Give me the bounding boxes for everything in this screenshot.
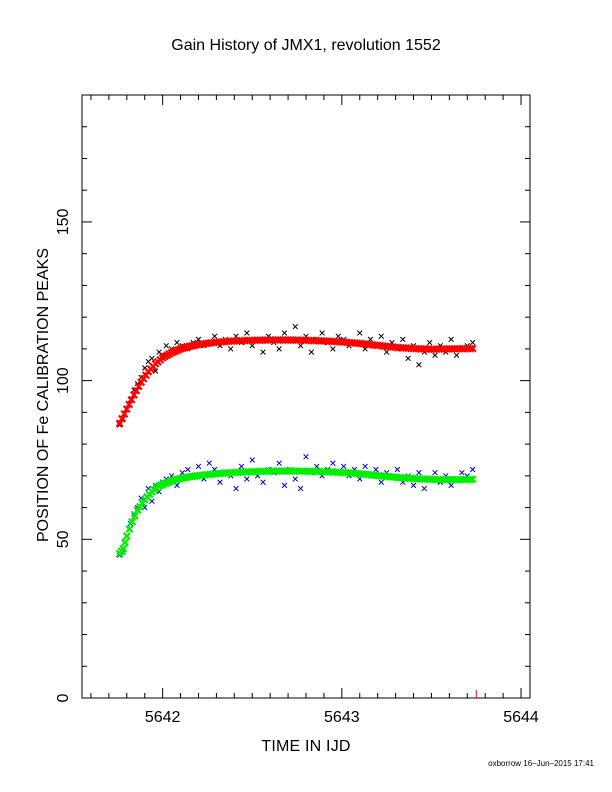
data-point [260, 479, 266, 485]
data-point [184, 466, 191, 473]
data-point [459, 469, 465, 476]
data-point [469, 466, 476, 473]
data-point [292, 476, 299, 482]
y-tick-label: 100 [55, 367, 72, 394]
data-point [149, 355, 155, 362]
series-1 [115, 336, 477, 428]
data-point [281, 482, 288, 489]
chart-axes [81, 94, 531, 699]
y-tick-label: 0 [55, 693, 72, 702]
data-point [249, 342, 255, 349]
data-point [174, 339, 180, 346]
data-point [128, 517, 137, 526]
chart-ticks: 5642 5643 5644 0 50 100 150 [55, 94, 539, 726]
data-point [118, 414, 126, 423]
data-point [217, 479, 223, 485]
data-point [152, 368, 159, 374]
data-point [466, 344, 475, 353]
data-point [357, 330, 363, 336]
plot-frame [81, 94, 531, 699]
data-point [378, 333, 385, 339]
data-point [468, 475, 477, 484]
data-point [405, 355, 411, 362]
data-point [297, 485, 304, 492]
data-point [453, 352, 460, 358]
data-point [244, 330, 250, 336]
data-point [416, 469, 422, 476]
data-point [330, 460, 336, 466]
data-point [448, 336, 454, 343]
data-point [195, 463, 202, 470]
data-point [378, 479, 385, 485]
data-point [303, 454, 309, 460]
data-point [400, 336, 406, 343]
data-point [163, 342, 169, 349]
data-point [432, 352, 438, 358]
data-point [276, 346, 282, 352]
data-point [410, 482, 417, 489]
data-point [122, 532, 131, 541]
chart-series [115, 323, 477, 558]
data-point [292, 323, 299, 330]
data-point [466, 475, 475, 484]
data-point [426, 339, 433, 346]
data-point [227, 346, 234, 352]
data-point [233, 485, 239, 492]
data-point [432, 469, 438, 476]
series-3 [115, 467, 477, 558]
data-point [468, 344, 477, 353]
data-point [130, 512, 139, 520]
data-point [260, 349, 266, 355]
x-tick-label: 5643 [324, 709, 360, 726]
data-point [308, 349, 315, 355]
data-point [421, 485, 428, 492]
data-point [125, 525, 134, 533]
data-point [127, 395, 136, 404]
data-point [238, 463, 245, 470]
data-point [469, 339, 476, 346]
y-tick-label: 150 [55, 209, 72, 236]
data-point [319, 330, 325, 336]
data-point [373, 466, 379, 473]
data-point [115, 419, 124, 428]
data-point [330, 346, 336, 352]
data-point [129, 390, 138, 399]
data-point [121, 538, 129, 547]
data-point [281, 330, 288, 336]
chart-title: Gain History of JMX1, revolution 1552 [171, 37, 441, 54]
data-point [120, 409, 129, 418]
data-point [116, 422, 123, 428]
data-point [132, 386, 141, 395]
data-point [249, 457, 255, 463]
data-point [119, 544, 128, 553]
data-point [416, 362, 422, 368]
x-axis-label: TIME IN IJD [261, 738, 351, 755]
data-point [211, 333, 218, 339]
y-tick-label: 50 [55, 530, 72, 548]
data-point [206, 460, 212, 466]
data-point [297, 342, 304, 349]
data-point [340, 463, 347, 470]
x-tick-label: 5642 [145, 709, 181, 726]
footer-stamp: oxborrow 16–Jun–2015 17:41 [488, 759, 594, 768]
x-tick-label: 5644 [503, 709, 539, 726]
data-point [244, 476, 250, 482]
data-point [122, 405, 131, 414]
data-point [125, 400, 134, 409]
data-point [134, 382, 143, 391]
data-point [394, 466, 401, 473]
data-point [276, 460, 282, 466]
data-point [362, 463, 368, 470]
data-point [448, 482, 454, 489]
